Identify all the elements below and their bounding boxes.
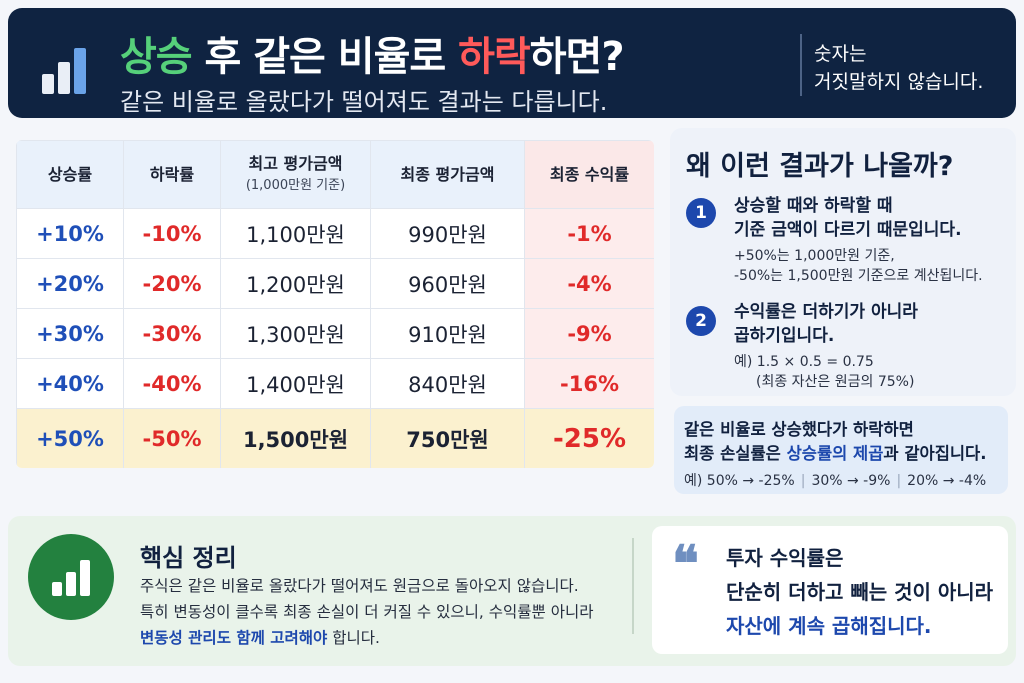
number-badge-2: 2 bbox=[686, 306, 716, 336]
header-banner: 상승 후 같은 비율로 하락하면? 같은 비율로 올랐다가 떨어져도 결과는 다… bbox=[8, 8, 1016, 118]
cell-fall: -10% bbox=[123, 208, 221, 259]
cell-final: 910만원 bbox=[370, 308, 525, 359]
header-divider bbox=[800, 34, 802, 96]
explanation-title: 왜 이런 결과가 나올까? bbox=[686, 151, 954, 182]
col-header-peak-sub: (1,000만원 기준) bbox=[245, 177, 346, 193]
point1-note-line1: +50%는 1,000만원 기준, bbox=[734, 248, 895, 264]
point2-heading-line1: 수익률은 더하기가 아니라 bbox=[734, 302, 918, 322]
explanation-panel: 왜 이런 결과가 나올까? 1 상승할 때와 하락할 때 기준 금액이 다르기 … bbox=[670, 128, 1016, 396]
cell-return: -4% bbox=[524, 258, 654, 309]
cell-peak: 1,400만원 bbox=[220, 358, 371, 409]
summary-box: 같은 비율로 상승했다가 하락하면 최종 손실률은 상승률의 제곱과 같아집니다… bbox=[674, 406, 1008, 494]
cell-final: 960만원 bbox=[370, 258, 525, 309]
col-header-fall: 하락률 bbox=[123, 140, 221, 209]
cell-fall: -30% bbox=[123, 308, 221, 359]
cell-return: -16% bbox=[524, 358, 654, 409]
point2-heading-line2: 곱하기입니다. bbox=[734, 326, 835, 346]
table-row: +40% -40% 1,400만원 840만원 -16% bbox=[16, 358, 654, 409]
title-mid-text: 후 같은 비율로 bbox=[191, 34, 459, 80]
key-summary-line2: 특히 변동성이 클수록 최종 손실이 더 커질 수 있으니, 수익률뿐 아니라 bbox=[140, 603, 594, 621]
col-header-peak: 최고 평가금액 (1,000만원 기준) bbox=[220, 140, 371, 209]
cell-rise: +10% bbox=[16, 208, 124, 259]
table-header-row: 상승률 하락률 최고 평가금액 (1,000만원 기준) 최종 평가금액 최종 수… bbox=[16, 140, 654, 209]
summary-emphasis: 상승률의 제곱 bbox=[786, 444, 884, 463]
table-row: +30% -30% 1,300만원 910만원 -9% bbox=[16, 308, 654, 359]
cell-fall: -20% bbox=[123, 258, 221, 309]
quote-card: ❝ 투자 수익률은 단순히 더하고 빼는 것이 아니라 자산에 계속 곱해집니다… bbox=[652, 526, 1008, 654]
page-title: 상승 후 같은 비율로 하락하면? bbox=[120, 24, 625, 82]
point1-note: +50%는 1,000만원 기준, -50%는 1,500만원 기준으로 계산됩… bbox=[734, 246, 983, 286]
table-row: +20% -20% 1,200만원 960만원 -4% bbox=[16, 258, 654, 309]
table-row-highlight: +50% -50% 1,500만원 750만원 -25% bbox=[16, 408, 654, 468]
key-summary-emphasis: 변동성 관리도 함께 고려해야 bbox=[140, 629, 328, 647]
example-item: 20% → -4% bbox=[907, 473, 987, 489]
header-quote: 숫자는 거짓말하지 않습니다. bbox=[814, 40, 1014, 96]
summary-line1: 같은 비율로 상승했다가 하락하면 bbox=[684, 420, 914, 439]
col-header-final: 최종 평가금액 bbox=[370, 140, 525, 209]
point1-heading: 상승할 때와 하락할 때 기준 금액이 다르기 때문입니다. bbox=[734, 194, 962, 242]
quote-line1: 투자 수익률은 bbox=[726, 546, 844, 570]
title-suffix-text: 하면? bbox=[529, 34, 625, 80]
key-summary-line1: 주식은 같은 비율로 올랐다가 떨어져도 원금으로 돌아오지 않습니다. bbox=[140, 577, 579, 595]
comparison-table: 상승률 하락률 최고 평가금액 (1,000만원 기준) 최종 평가금액 최종 수… bbox=[16, 140, 654, 468]
summary-line2-suffix: 과 같아집니다. bbox=[883, 444, 987, 463]
point2-heading: 수익률은 더하기가 아니라 곱하기입니다. bbox=[734, 300, 918, 348]
cell-rise: +40% bbox=[16, 358, 124, 409]
cell-return: -25% bbox=[524, 408, 654, 468]
cell-final: 990만원 bbox=[370, 208, 525, 259]
cell-fall: -40% bbox=[123, 358, 221, 409]
bottom-divider bbox=[632, 538, 634, 634]
title-rise-word: 상승 bbox=[120, 34, 193, 80]
cell-peak: 1,200만원 bbox=[220, 258, 371, 309]
title-fall-word: 하락 bbox=[458, 34, 531, 80]
col-header-rise: 상승률 bbox=[16, 140, 124, 209]
cell-rise: +50% bbox=[16, 408, 124, 468]
summary-examples: 예) 50% → -25% | 30% → -9% | 20% → -4% bbox=[684, 473, 987, 489]
summary-line2-prefix: 최종 손실률은 bbox=[684, 444, 787, 463]
cell-rise: +20% bbox=[16, 258, 124, 309]
point2-note-line1: 예) 1.5 × 0.5 = 0.75 bbox=[734, 354, 874, 370]
example-item: 예) 50% → -25% bbox=[684, 473, 795, 489]
key-summary-line3-suffix: 합니다. bbox=[327, 629, 380, 647]
example-item: 30% → -9% bbox=[811, 473, 891, 489]
bar-chart-icon bbox=[42, 36, 98, 94]
cell-return: -9% bbox=[524, 308, 654, 359]
point1-heading-line2: 기준 금액이 다르기 때문입니다. bbox=[734, 220, 962, 240]
key-summary-line3: 변동성 관리도 함께 고려해야 합니다. bbox=[140, 626, 380, 648]
key-summary-title: 핵심 정리 bbox=[140, 544, 237, 572]
point2-note: 예) 1.5 × 0.5 = 0.75 (최종 자산은 원금의 75%) bbox=[734, 352, 914, 392]
header-quote-line1: 숫자는 bbox=[814, 43, 867, 65]
col-header-return: 최종 수익률 bbox=[524, 140, 654, 209]
cell-peak: 1,500만원 bbox=[220, 408, 371, 468]
header-quote-line2: 거짓말하지 않습니다. bbox=[814, 71, 984, 93]
point1-heading-line1: 상승할 때와 하락할 때 bbox=[734, 196, 893, 216]
cell-final: 750만원 bbox=[370, 408, 525, 468]
point2-note-line2: (최종 자산은 원금의 75%) bbox=[756, 374, 915, 390]
page-subtitle: 같은 비율로 올랐다가 떨어져도 결과는 다릅니다. bbox=[120, 88, 608, 116]
table-row: +10% -10% 1,100만원 990만원 -1% bbox=[16, 208, 654, 259]
cell-rise: +30% bbox=[16, 308, 124, 359]
growth-chart-icon bbox=[28, 534, 114, 620]
number-badge-1: 1 bbox=[686, 198, 716, 228]
summary-line2: 최종 손실률은 상승률의 제곱과 같아집니다. bbox=[684, 440, 987, 464]
key-summary-section: 핵심 정리 주식은 같은 비율로 올랐다가 떨어져도 원금으로 돌아오지 않습니… bbox=[8, 516, 1016, 666]
cell-fall: -50% bbox=[123, 408, 221, 468]
point1-note-line2: -50%는 1,500만원 기준으로 계산됩니다. bbox=[734, 268, 983, 284]
cell-return: -1% bbox=[524, 208, 654, 259]
cell-final: 840만원 bbox=[370, 358, 525, 409]
quote-icon: ❝ bbox=[672, 534, 699, 593]
quote-line2: 단순히 더하고 빼는 것이 아니라 bbox=[726, 580, 994, 604]
cell-peak: 1,100만원 bbox=[220, 208, 371, 259]
cell-peak: 1,300만원 bbox=[220, 308, 371, 359]
quote-line3: 자산에 계속 곱해집니다. bbox=[726, 614, 932, 638]
col-header-peak-label: 최고 평가금액 bbox=[248, 153, 343, 173]
